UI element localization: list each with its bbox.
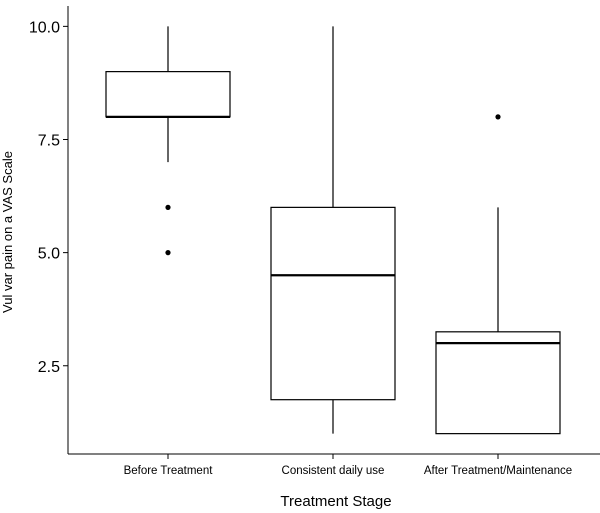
y-tick-label: 7.5 xyxy=(38,132,60,149)
y-ticks: 2.5 5.0 7.5 10.0 xyxy=(29,19,68,376)
box-iqr xyxy=(435,331,561,435)
axes xyxy=(67,6,600,455)
box-iqr xyxy=(105,71,231,118)
x-axis-title: Treatment Stage xyxy=(280,493,391,510)
box-group xyxy=(435,114,561,435)
outlier-point xyxy=(165,250,171,256)
box-group xyxy=(105,26,231,256)
x-tick-label: Before Treatment xyxy=(124,465,214,477)
x-tick-label: After Treatment/Maintenance xyxy=(424,465,572,477)
y-tick-label: 5.0 xyxy=(38,246,60,263)
plot-area xyxy=(105,26,561,435)
x-ticks: Before Treatment Consistent daily use Afte… xyxy=(124,454,572,477)
outlier-point xyxy=(165,204,171,210)
outlier-point xyxy=(495,114,501,120)
y-tick-label: 10.0 xyxy=(29,19,60,36)
box-iqr xyxy=(270,206,396,401)
box-group xyxy=(270,26,396,434)
x-tick-label: Consistent daily use xyxy=(282,465,385,477)
y-axis-title: Vul var pain on a VAS Scale xyxy=(0,151,15,313)
y-tick-label: 2.5 xyxy=(38,359,60,376)
